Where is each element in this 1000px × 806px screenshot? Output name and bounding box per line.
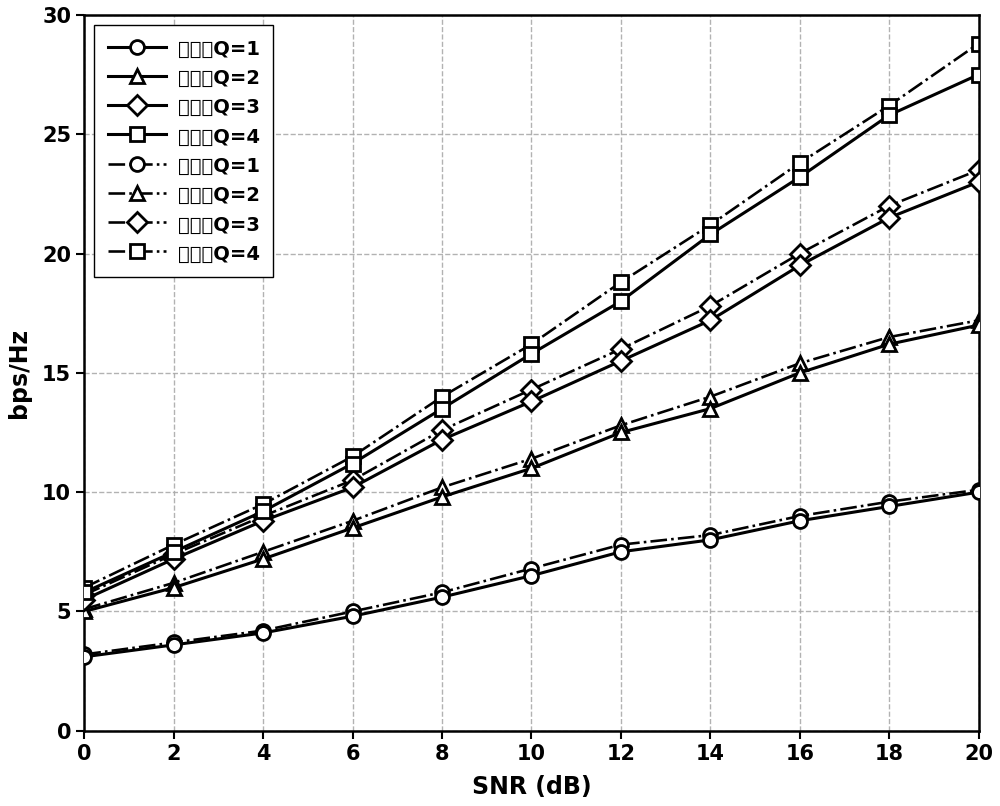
升序法Q=1: [615, 540, 627, 550]
本发明Q=4: [168, 547, 180, 557]
本发明Q=1: [436, 592, 448, 602]
本发明Q=4: [704, 230, 716, 239]
升序法Q=3: [973, 165, 985, 175]
本发明Q=2: [883, 339, 895, 349]
本发明Q=1: [794, 516, 806, 526]
Line: 升序法Q=4: 升序法Q=4: [77, 36, 986, 595]
升序法Q=1: [973, 485, 985, 495]
Line: 升序法Q=3: 升序法Q=3: [77, 163, 986, 602]
升序法Q=4: [168, 540, 180, 550]
本发明Q=2: [794, 368, 806, 378]
本发明Q=3: [794, 260, 806, 270]
X-axis label: SNR (dB): SNR (dB): [472, 775, 591, 799]
本发明Q=3: [883, 213, 895, 222]
本发明Q=1: [704, 535, 716, 545]
本发明Q=4: [794, 172, 806, 182]
本发明Q=2: [973, 320, 985, 330]
本发明Q=3: [704, 315, 716, 325]
Line: 本发明Q=3: 本发明Q=3: [77, 175, 986, 606]
本发明Q=4: [615, 297, 627, 306]
升序法Q=3: [704, 301, 716, 311]
本发明Q=2: [615, 428, 627, 438]
升序法Q=1: [168, 638, 180, 647]
本发明Q=1: [615, 547, 627, 557]
本发明Q=2: [168, 583, 180, 592]
升序法Q=3: [168, 550, 180, 559]
升序法Q=2: [973, 315, 985, 325]
本发明Q=4: [257, 506, 269, 516]
本发明Q=3: [525, 397, 537, 406]
升序法Q=1: [257, 625, 269, 635]
升序法Q=3: [883, 201, 895, 210]
本发明Q=2: [704, 404, 716, 413]
升序法Q=2: [704, 392, 716, 401]
升序法Q=4: [883, 101, 895, 110]
本发明Q=3: [347, 483, 359, 492]
本发明Q=1: [78, 652, 90, 662]
升序法Q=2: [168, 578, 180, 588]
升序法Q=3: [347, 476, 359, 485]
升序法Q=1: [883, 496, 895, 506]
升序法Q=2: [794, 359, 806, 368]
升序法Q=2: [436, 483, 448, 492]
升序法Q=3: [436, 426, 448, 435]
本发明Q=3: [168, 554, 180, 563]
升序法Q=2: [257, 547, 269, 557]
本发明Q=3: [78, 595, 90, 604]
升序法Q=1: [794, 511, 806, 521]
升序法Q=4: [794, 158, 806, 168]
本发明Q=2: [347, 523, 359, 533]
Y-axis label: bps/Hz: bps/Hz: [7, 328, 31, 418]
升序法Q=4: [257, 499, 269, 509]
本发明Q=1: [973, 488, 985, 497]
本发明Q=3: [615, 356, 627, 366]
Line: 本发明Q=2: 本发明Q=2: [77, 318, 986, 618]
Line: 本发明Q=4: 本发明Q=4: [77, 68, 986, 600]
本发明Q=4: [436, 404, 448, 413]
升序法Q=1: [525, 563, 537, 573]
升序法Q=2: [347, 516, 359, 526]
升序法Q=2: [615, 421, 627, 430]
升序法Q=4: [525, 339, 537, 349]
本发明Q=2: [257, 554, 269, 563]
升序法Q=2: [525, 454, 537, 463]
升序法Q=1: [347, 607, 359, 617]
本发明Q=4: [973, 70, 985, 80]
升序法Q=4: [704, 220, 716, 230]
本发明Q=1: [257, 628, 269, 638]
升序法Q=4: [436, 392, 448, 401]
升序法Q=3: [257, 511, 269, 521]
Legend: 本发明Q=1, 本发明Q=2, 本发明Q=3, 本发明Q=4, 升序法Q=1, 升序法Q=2, 升序法Q=3, 升序法Q=4: 本发明Q=1, 本发明Q=2, 本发明Q=3, 本发明Q=4, 升序法Q=1, …: [94, 25, 273, 277]
升序法Q=4: [973, 39, 985, 48]
Line: 本发明Q=1: 本发明Q=1: [77, 485, 986, 663]
本发明Q=3: [436, 434, 448, 444]
本发明Q=2: [78, 607, 90, 617]
Line: 升序法Q=2: 升序法Q=2: [77, 314, 986, 616]
升序法Q=1: [436, 588, 448, 597]
升序法Q=1: [704, 530, 716, 540]
本发明Q=4: [78, 588, 90, 597]
升序法Q=2: [78, 604, 90, 614]
本发明Q=4: [883, 110, 895, 120]
升序法Q=4: [615, 277, 627, 287]
本发明Q=1: [883, 501, 895, 511]
本发明Q=2: [436, 492, 448, 502]
本发明Q=1: [525, 571, 537, 580]
本发明Q=4: [525, 349, 537, 359]
升序法Q=3: [525, 384, 537, 394]
升序法Q=4: [347, 451, 359, 461]
本发明Q=2: [525, 463, 537, 473]
本发明Q=3: [257, 516, 269, 526]
升序法Q=2: [883, 332, 895, 342]
本发明Q=1: [347, 612, 359, 621]
本发明Q=4: [347, 459, 359, 468]
Line: 升序法Q=1: 升序法Q=1: [77, 483, 986, 662]
本发明Q=3: [973, 177, 985, 187]
升序法Q=3: [794, 249, 806, 259]
升序法Q=3: [78, 590, 90, 600]
升序法Q=4: [78, 583, 90, 592]
本发明Q=1: [168, 640, 180, 650]
升序法Q=1: [78, 650, 90, 659]
升序法Q=3: [615, 344, 627, 354]
